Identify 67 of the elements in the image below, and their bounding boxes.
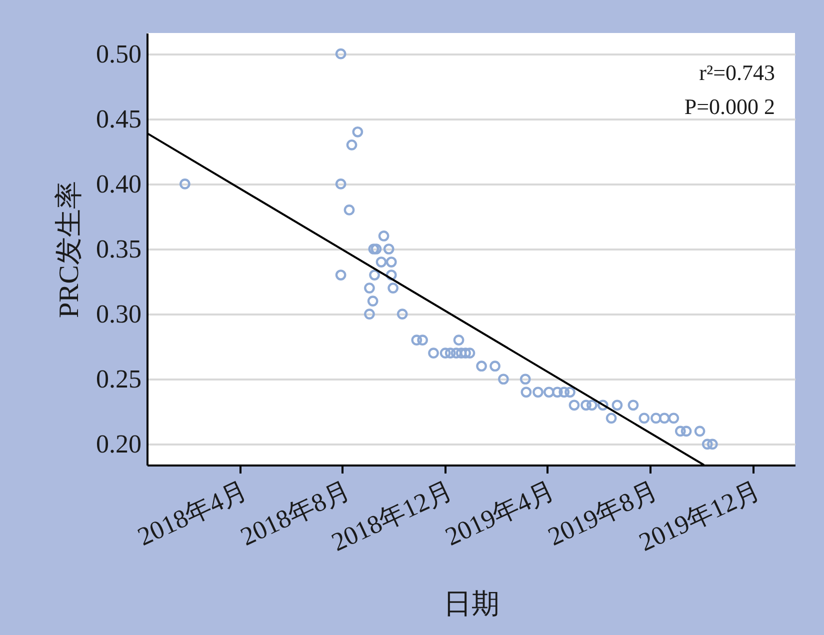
point	[586, 400, 598, 411]
x-axis-title: 日期	[444, 589, 500, 620]
point	[376, 256, 387, 268]
point	[706, 438, 718, 450]
point	[564, 386, 576, 398]
point	[520, 374, 531, 385]
annotation: r²=0.743	[699, 60, 775, 85]
y-tick-label: 0.25	[96, 364, 142, 394]
point	[568, 400, 580, 411]
point	[680, 426, 692, 437]
point	[628, 400, 639, 411]
y-tick-label: 0.30	[96, 300, 142, 329]
point	[606, 412, 617, 424]
point	[612, 400, 623, 411]
point	[378, 230, 390, 242]
point	[335, 48, 346, 60]
point	[544, 386, 554, 398]
point	[386, 256, 397, 268]
point	[388, 282, 398, 294]
y-tick-label: 0.20	[96, 430, 142, 459]
annotation: P=0.000 2	[684, 94, 775, 119]
point	[428, 348, 439, 359]
y-axis-title: PRC发生率	[54, 181, 85, 318]
point	[498, 374, 509, 385]
point	[411, 334, 422, 346]
point	[335, 270, 346, 280]
point	[668, 412, 680, 424]
point	[702, 438, 713, 450]
point	[558, 386, 570, 398]
point	[352, 126, 364, 138]
point	[367, 296, 378, 306]
point	[386, 270, 397, 280]
point	[658, 412, 670, 424]
point	[552, 386, 563, 398]
point	[638, 412, 650, 424]
point	[490, 360, 500, 372]
point	[364, 282, 375, 294]
point	[456, 348, 467, 359]
point	[460, 348, 471, 359]
point	[440, 348, 451, 359]
y-tick-label: 0.40	[96, 169, 142, 198]
point	[383, 244, 394, 254]
point	[650, 412, 662, 424]
point	[444, 348, 456, 359]
point	[453, 334, 464, 346]
point	[364, 308, 375, 320]
point	[476, 360, 487, 372]
point	[370, 244, 382, 254]
point	[520, 386, 532, 398]
point	[344, 204, 355, 216]
point	[369, 270, 380, 280]
point	[532, 386, 544, 398]
point	[450, 348, 462, 359]
point	[694, 426, 706, 437]
point	[580, 400, 592, 411]
point	[597, 400, 608, 411]
point	[464, 348, 476, 359]
y-tick-label: 0.50	[96, 39, 142, 68]
point	[396, 308, 408, 320]
point	[335, 178, 346, 190]
point	[674, 426, 686, 437]
y-tick-label: 0.35	[96, 234, 142, 264]
y-tick-label: 0.45	[96, 104, 142, 134]
point	[417, 334, 428, 346]
point	[179, 178, 190, 190]
point	[368, 244, 380, 254]
point	[346, 139, 358, 150]
